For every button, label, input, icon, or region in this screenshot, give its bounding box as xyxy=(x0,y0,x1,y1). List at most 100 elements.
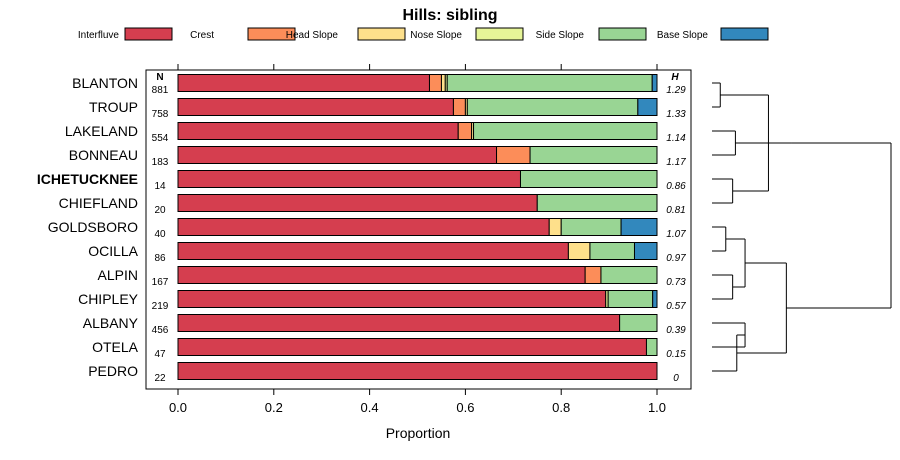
h-value-troup: 1.33 xyxy=(666,109,686,120)
bar-alpin-interfluve xyxy=(177,266,586,284)
n-value-bonneau: 183 xyxy=(152,157,169,168)
legend-swatch-head-slope xyxy=(357,27,406,41)
legend-label-side-slope: Side Slope xyxy=(536,30,585,41)
bar-troup-interfluve xyxy=(177,98,454,116)
h-column-header: H xyxy=(671,72,679,83)
bar-chipley-interfluve xyxy=(177,290,607,308)
bar-lakeland-interfluve xyxy=(177,122,459,140)
bar-bonneau-crest xyxy=(496,146,531,164)
legend: Interfluve Crest Head Slope Nose Slope Side … xyxy=(78,27,769,41)
h-value-alpin: 0.73 xyxy=(666,277,686,288)
bar-goldsboro-side-slope xyxy=(560,218,622,236)
legend-swatch-interfluve xyxy=(124,27,173,41)
legend-swatch-crest xyxy=(247,27,296,41)
bar-alpin-side-slope xyxy=(600,266,658,284)
bar-troup-base-slope xyxy=(637,98,658,116)
bar-chiefland-side-slope xyxy=(536,194,658,212)
row-label-troup: TROUP xyxy=(89,99,138,115)
bar-ocilla-base-slope xyxy=(633,242,658,260)
row-label-pedro: PEDRO xyxy=(88,363,138,379)
legend-label-head-slope: Head Slope xyxy=(286,30,339,41)
bar-goldsboro-interfluve xyxy=(177,218,550,236)
h-values: 1.29 1.33 1.14 1.17 0.86 0.81 1.07 0.97 0.73 0.57… xyxy=(666,85,686,384)
bar-ocilla-interfluve xyxy=(177,242,569,260)
legend-swatch-base-slope xyxy=(720,27,769,41)
bar-blanton-interfluve xyxy=(177,74,430,92)
chart-title: Hills: sibling xyxy=(402,7,497,24)
bar-ocilla-side-slope xyxy=(589,242,635,260)
row-label-goldsboro: GOLDSBORO xyxy=(48,219,138,235)
legend-swatch-side-slope xyxy=(598,27,647,41)
x-tick-label-0: 0.0 xyxy=(169,400,187,415)
n-value-troup: 758 xyxy=(152,109,169,120)
bar-ichetucknee-side-slope xyxy=(519,170,658,188)
row-label-bonneau: BONNEAU xyxy=(69,147,138,163)
bar-otela-side-slope xyxy=(645,338,658,356)
n-value-lakeland: 554 xyxy=(152,133,169,144)
bar-goldsboro-base-slope xyxy=(620,218,658,236)
x-tick-label-3: 0.6 xyxy=(456,400,474,415)
n-value-ocilla: 86 xyxy=(154,253,166,264)
bar-ichetucknee-interfluve xyxy=(177,170,521,188)
h-value-chipley: 0.57 xyxy=(666,301,686,312)
h-value-pedro: 0 xyxy=(673,373,679,384)
bar-blanton-side-slope xyxy=(446,74,653,92)
row-label-ocilla: OCILLA xyxy=(88,243,138,259)
legend-swatch-nose-slope xyxy=(475,27,524,41)
x-axis-label: Proportion xyxy=(386,425,451,441)
h-value-otela: 0.15 xyxy=(666,349,686,360)
h-value-chiefland: 0.81 xyxy=(666,205,685,216)
x-axis: 0.0 0.2 0.4 0.6 0.8 1.0 xyxy=(169,389,666,415)
legend-label-nose-slope: Nose Slope xyxy=(410,30,462,41)
h-value-bonneau: 1.17 xyxy=(666,157,686,168)
h-value-goldsboro: 1.07 xyxy=(666,229,686,240)
h-value-lakeland: 1.14 xyxy=(666,133,686,144)
bar-blanton-head-slope xyxy=(440,74,446,92)
bar-chiefland-interfluve xyxy=(177,194,538,212)
n-column-header: N xyxy=(156,72,163,83)
plot-frame xyxy=(145,69,692,390)
top-axis-ticks xyxy=(177,64,658,70)
legend-label-base-slope: Base Slope xyxy=(657,30,709,41)
bar-chipley-side-slope xyxy=(607,290,654,308)
y-axis-labels: BLANTON TROUP LAKELAND BONNEAU ICHETUCKNEE CH… xyxy=(37,75,139,379)
x-tick-label-4: 0.8 xyxy=(552,400,570,415)
bar-troup-crest xyxy=(452,98,466,116)
row-label-alpin: ALPIN xyxy=(98,267,138,283)
bar-blanton-base-slope xyxy=(651,74,658,92)
n-value-chipley: 219 xyxy=(152,301,169,312)
n-value-chiefland: 20 xyxy=(154,205,166,216)
x-tick-label-1: 0.2 xyxy=(265,400,283,415)
n-value-alpin: 167 xyxy=(152,277,169,288)
bar-alpin-crest xyxy=(584,266,602,284)
row-label-otela: OTELA xyxy=(92,339,139,355)
bar-pedro-interfluve xyxy=(177,362,658,380)
n-value-otela: 47 xyxy=(154,349,166,360)
bar-albany-interfluve xyxy=(177,314,621,332)
bar-lakeland-side-slope xyxy=(473,122,658,140)
n-value-blanton: 881 xyxy=(152,85,169,96)
dendrogram xyxy=(712,82,892,372)
row-label-chipley: CHIPLEY xyxy=(78,291,139,307)
row-label-chiefland: CHIEFLAND xyxy=(59,195,138,211)
x-tick-label-2: 0.4 xyxy=(361,400,379,415)
bar-bonneau-interfluve xyxy=(177,146,498,164)
h-value-ocilla: 0.97 xyxy=(666,253,686,264)
bar-chipley-base-slope xyxy=(652,290,658,308)
bar-ocilla-head-slope xyxy=(567,242,591,260)
bar-bonneau-side-slope xyxy=(529,146,658,164)
row-label-blanton: BLANTON xyxy=(72,75,138,91)
row-label-albany: ALBANY xyxy=(83,315,139,331)
n-values: 881 758 554 183 14 20 40 86 167 219 456 47 22 xyxy=(152,85,169,384)
bar-goldsboro-head-slope xyxy=(548,218,562,236)
h-value-blanton: 1.29 xyxy=(666,85,686,96)
bar-albany-side-slope xyxy=(619,314,658,332)
bar-blanton-crest xyxy=(428,74,442,92)
bar-lakeland-crest xyxy=(457,122,473,140)
legend-label-interfluve: Interfluve xyxy=(78,30,120,41)
h-value-albany: 0.39 xyxy=(666,325,686,336)
n-value-albany: 456 xyxy=(152,325,169,336)
h-value-ichetucknee: 0.86 xyxy=(666,181,686,192)
